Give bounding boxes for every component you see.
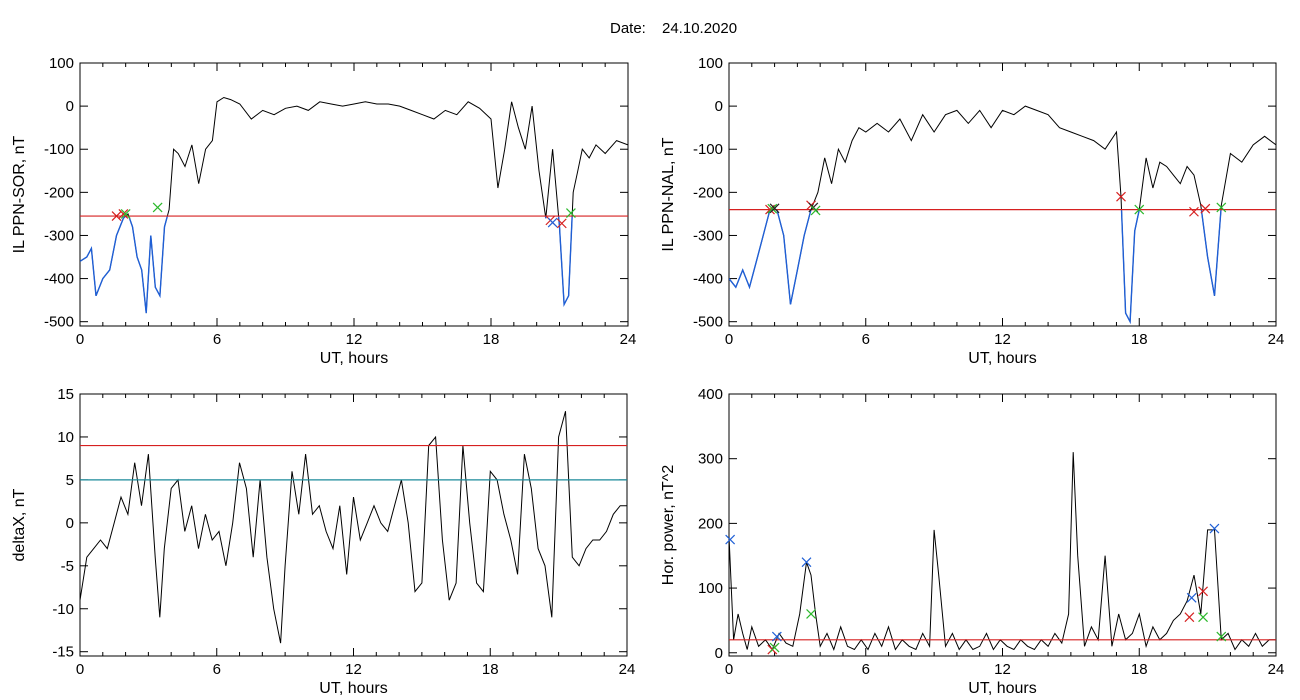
data-line	[80, 411, 627, 644]
y-tick-label: -300	[693, 227, 723, 244]
event-marker	[1198, 586, 1208, 597]
x-tick-label: 0	[725, 661, 733, 678]
y-tick-label: -400	[44, 271, 74, 288]
x-tick-label: 0	[76, 331, 84, 348]
event-marker	[771, 631, 782, 642]
y-tick-label: 5	[66, 472, 74, 489]
panel-2: 0 6 12 18 24 -500 -400 -300 -200 -100 0 100 UT, hour…	[660, 55, 1284, 367]
plot-frame	[728, 393, 1277, 657]
y-tick-label: 15	[57, 386, 74, 403]
x-tick-label: 24	[620, 331, 637, 348]
x-tick-label: 24	[1268, 661, 1285, 678]
event-marker	[547, 217, 558, 228]
x-tick-label: 24	[1268, 331, 1285, 348]
event-marker	[806, 609, 816, 619]
event-marker	[1116, 191, 1126, 202]
event-marker	[1134, 204, 1145, 215]
y-tick-label: -200	[693, 184, 723, 201]
x-tick-label: 0	[725, 331, 733, 348]
x-tick-label: 12	[345, 661, 362, 678]
x-tick-label: 6	[213, 331, 221, 348]
figure-title: Date: 24.10.2020	[610, 20, 737, 37]
plot-frame	[79, 393, 628, 657]
event-marker	[1216, 202, 1227, 213]
event-marker	[118, 208, 129, 219]
x-axis-label: UT, hours	[968, 350, 1036, 367]
y-axis-label: deltaX, nT	[11, 488, 28, 561]
title-date: 24.10.2020	[662, 20, 737, 37]
x-tick-label: 6	[213, 661, 221, 678]
y-tick-label: -15	[52, 644, 74, 661]
event-marker	[111, 211, 122, 221]
y-tick-label: 0	[715, 645, 723, 662]
x-tick-label: 12	[994, 661, 1011, 678]
y-tick-label: -300	[44, 227, 74, 244]
below-threshold-line	[80, 216, 573, 314]
y-tick-label: 0	[66, 98, 74, 115]
x-tick-label: 12	[994, 331, 1011, 348]
event-marker	[1184, 612, 1195, 623]
y-tick-label: 10	[57, 429, 74, 446]
x-tick-label: 18	[483, 331, 500, 348]
x-tick-label: 18	[1131, 661, 1148, 678]
x-tick-label: 6	[862, 331, 870, 348]
event-marker	[767, 203, 778, 214]
x-tick-label: 0	[76, 661, 84, 678]
y-tick-label: 100	[698, 580, 723, 597]
x-axis-label: UT, hours	[968, 680, 1036, 697]
y-tick-label: 200	[698, 515, 723, 532]
data-line	[729, 105, 1276, 324]
y-tick-label: -200	[44, 184, 74, 201]
event-marker	[769, 203, 780, 214]
plot-frame	[79, 62, 629, 327]
y-axis-label: Hor. power, nT^2	[660, 465, 677, 586]
x-tick-label: 18	[1131, 331, 1148, 348]
y-tick-label: -10	[52, 601, 74, 618]
x-tick-label: 6	[862, 661, 870, 678]
event-marker	[1186, 592, 1197, 603]
y-tick-label: -500	[693, 314, 723, 331]
panel-1: 0 6 12 18 24 -500 -400 -300 -200 -100 0 100 UT, hour…	[11, 55, 636, 367]
panel-4: 0 6 12 18 24 0 100 200 300 400 UT, hours Hor. power…	[660, 386, 1284, 697]
plot-frame	[728, 62, 1277, 327]
event-marker	[1189, 206, 1199, 217]
y-tick-label: -500	[44, 314, 74, 331]
data-line	[729, 452, 1276, 651]
x-tick-label: 18	[482, 661, 499, 678]
y-axis-label: IL PPN-SOR, nT	[11, 135, 28, 253]
y-tick-label: -100	[44, 141, 74, 158]
y-tick-label: 100	[49, 55, 74, 72]
x-axis-label: UT, hours	[320, 350, 388, 367]
y-tick-label: 300	[698, 451, 723, 468]
x-tick-label: 12	[346, 331, 363, 348]
x-tick-label: 24	[619, 661, 636, 678]
event-marker	[801, 557, 812, 568]
event-marker	[1209, 523, 1220, 534]
event-marker	[810, 205, 821, 216]
title-prefix: Date:	[610, 20, 646, 37]
event-marker	[1216, 631, 1227, 642]
data-line	[80, 96, 628, 314]
below-threshold-line	[729, 209, 1222, 325]
event-marker	[1198, 612, 1208, 623]
y-tick-label: -100	[693, 141, 723, 158]
y-tick-label: -400	[693, 271, 723, 288]
y-tick-label: 0	[715, 98, 723, 115]
event-marker	[152, 202, 163, 213]
event-marker	[725, 534, 736, 545]
event-marker	[769, 642, 780, 653]
x-axis-label: UT, hours	[319, 680, 387, 697]
event-marker	[120, 208, 131, 219]
event-marker	[565, 208, 576, 218]
event-marker	[1200, 203, 1211, 214]
y-axis-label: IL PPN-NAL, nT	[660, 137, 677, 251]
event-marker	[556, 218, 567, 229]
y-tick-label: 0	[66, 515, 74, 532]
panel-3: 0 6 12 18 24 -15 -10 -5 0 5 10 15 UT, hours deltaX, n…	[11, 386, 635, 697]
y-tick-label: -5	[61, 558, 74, 575]
y-tick-label: 100	[698, 55, 723, 72]
y-tick-label: 400	[698, 386, 723, 403]
